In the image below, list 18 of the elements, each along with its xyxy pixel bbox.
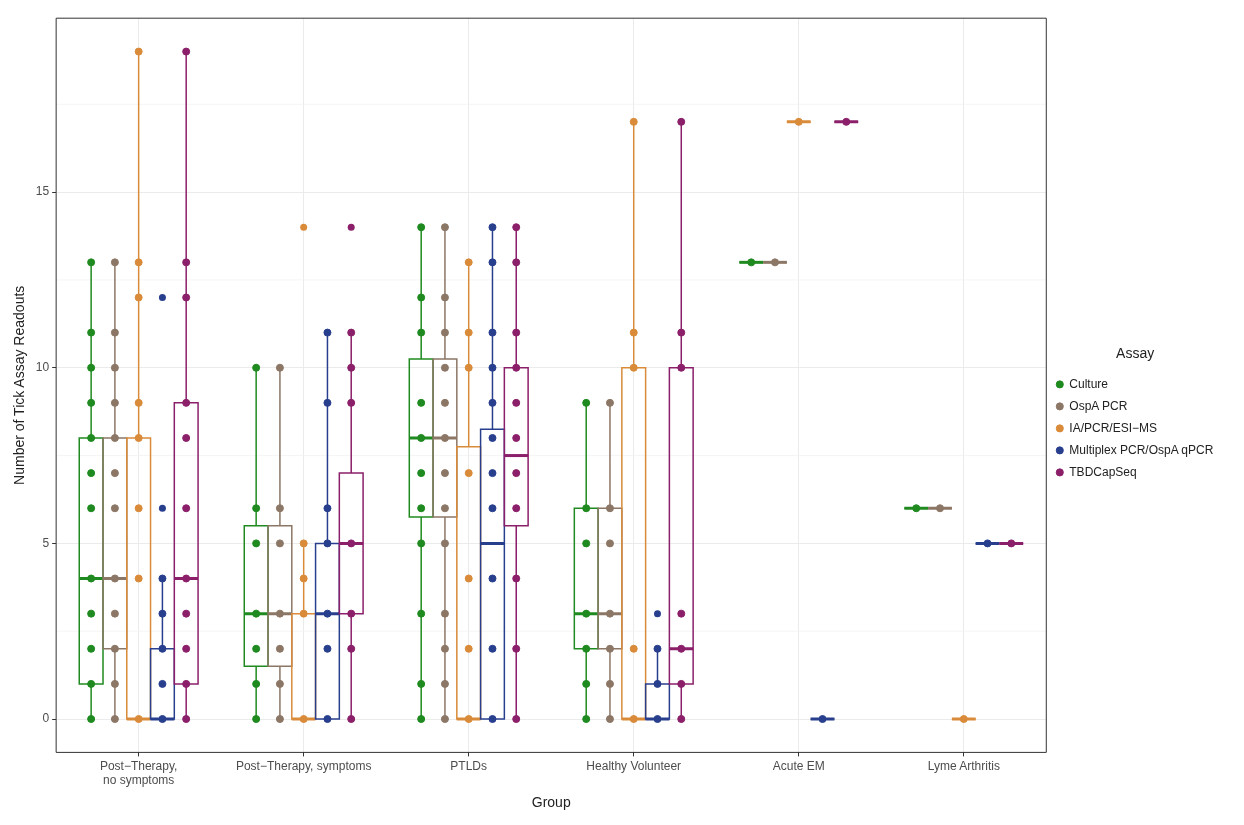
legend-title: Assay	[1116, 345, 1155, 362]
legend-label: TBDCapSeq	[1069, 464, 1137, 479]
y-tick-label: 0	[42, 711, 50, 726]
y-tick-label: 15	[35, 184, 50, 199]
legend-label: Multiplex PCR/OspA qPCR	[1069, 442, 1214, 457]
legend-label: Culture	[1069, 376, 1109, 391]
legend-label: IA/PCR/ESI−MS	[1069, 420, 1157, 435]
x-tick-label: Healthy Volunteer	[586, 758, 682, 773]
x-tick-label: Post−Therapy, no symptoms	[99, 758, 178, 788]
y-axis-title: Number of Tick Assay Readouts	[11, 285, 28, 485]
x-axis-title: Group	[531, 794, 571, 811]
x-tick-label: PTLDs	[450, 758, 488, 773]
y-tick-label: 10	[35, 360, 50, 375]
legend-label: OspA PCR	[1069, 398, 1128, 413]
x-tick-label: Post−Therapy, symptoms	[235, 758, 372, 773]
x-tick-label: Lyme Arthritis	[927, 758, 1000, 773]
x-tick-label: Acute EM	[772, 758, 825, 773]
y-tick-label: 5	[42, 535, 50, 550]
